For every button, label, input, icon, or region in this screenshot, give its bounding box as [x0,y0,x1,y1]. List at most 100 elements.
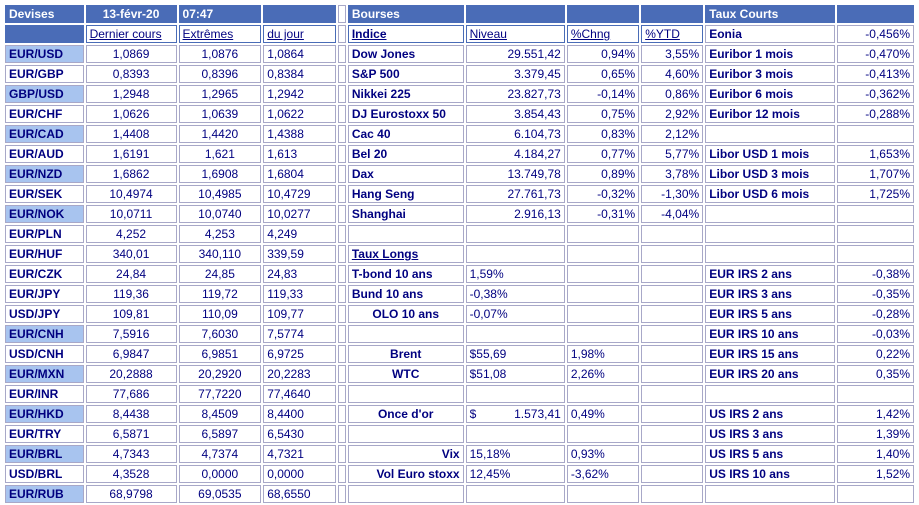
fx-high: 10,0740 [178,205,262,223]
spacer [337,125,346,143]
blank-cell [641,285,704,303]
table-row: EUR/NZD 1,6862 1,6908 1,6804 Dax 13.749,78 0,8… [5,165,914,183]
header-blank [641,5,704,23]
blank-cell [641,365,704,383]
fx-low: 10,4729 [263,185,336,203]
fx-low: 119,33 [263,285,336,303]
irs-value: 1,42% [837,405,914,423]
rate-name: Euribor 1 mois [705,45,836,63]
fx-pair: EUR/CAD [5,125,84,143]
commodity-level: $51,08 [465,365,565,383]
irs-name: EUR IRS 20 ans [705,365,836,383]
fx-last: 1,2948 [85,85,177,103]
blank-cell [566,325,640,343]
blank-cell [566,305,640,323]
table-row: GBP/USD 1,2948 1,2965 1,2942 Nikkei 225 23.82… [5,85,914,103]
irs-name: EUR IRS 10 ans [705,325,836,343]
market-table: Devises 13-févr-20 07:47 Bourses Taux Courts… [3,3,916,505]
rate-name: Euribor 3 mois [705,65,836,83]
table-row: EUR/CNH 7,5916 7,6030 7,5774 EUR IRS 10 ans -… [5,325,914,343]
table-row: EUR/CZK 24,84 24,85 24,83 T-bond 10 ans 1,59%… [5,265,914,283]
fx-high: 1,0876 [178,45,262,63]
index-name: DJ Eurostoxx 50 [347,105,464,123]
col-chng: %Chng [566,25,640,43]
fx-pair: USD/CNH [5,345,84,363]
table-row: USD/CNH 6,9847 6,9851 6,9725 Brent $55,69 1,98… [5,345,914,363]
fx-high: 8,4509 [178,405,262,423]
spacer [337,305,346,323]
eonia-value: -0,456% [837,25,914,43]
index-ytd: 5,77% [641,145,704,163]
table-row: EUR/CHF 1,0626 1,0639 1,0622 DJ Eurostoxx 50… [5,105,914,123]
index-chng: -0,31% [566,205,640,223]
irs-value: 1,52% [837,465,914,483]
fx-high: 4,253 [178,225,262,243]
fx-high: 6,9851 [178,345,262,363]
blank-cell [465,225,565,243]
spacer [337,225,346,243]
spacer [337,445,346,463]
fx-pair: EUR/TRY [5,425,84,443]
fx-last: 0,8393 [85,65,177,83]
gold-level: 1.573,41 [514,407,561,421]
irs-name: US IRS 3 ans [705,425,836,443]
blank-cell [465,385,565,403]
commodity-name: Brent [347,345,464,363]
fx-high: 340,110 [178,245,262,263]
fx-low: 109,77 [263,305,336,323]
fx-high: 0,8396 [178,65,262,83]
irs-value: -0,28% [837,305,914,323]
index-chng: -0,14% [566,85,640,103]
blank-cell [566,425,640,443]
table-row: USD/JPY 109,81 110,09 109,77 OLO 10 ans -0,07… [5,305,914,323]
fx-high: 1,621 [178,145,262,163]
index-level: 3.379,45 [465,65,565,83]
blank-cell [566,285,640,303]
spacer [337,85,346,103]
index-level: 6.104,73 [465,125,565,143]
index-ytd: 2,92% [641,105,704,123]
spacer [337,405,346,423]
fx-high: 4,7374 [178,445,262,463]
blank-cell [347,425,464,443]
header-blank [5,25,84,43]
index-name: Cac 40 [347,125,464,143]
taux-long-name: OLO 10 ans [347,305,464,323]
spacer [337,425,346,443]
taux-longs-heading: Taux Longs [347,245,464,263]
blank-cell [566,385,640,403]
fx-low: 1,4388 [263,125,336,143]
table-row: EUR/AUD 1,6191 1,621 1,613 Bel 20 4.184,27 0,7… [5,145,914,163]
col-du-jour: du jour [263,25,336,43]
fx-low: 0,0000 [263,465,336,483]
blank-cell [641,305,704,323]
table-row: EUR/HUF 340,01 340,110 339,59 Taux Longs [5,245,914,263]
irs-name: EUR IRS 15 ans [705,345,836,363]
fx-last: 24,84 [85,265,177,283]
fx-last: 1,6191 [85,145,177,163]
irs-value: 1,40% [837,445,914,463]
rate-value: -0,288% [837,105,914,123]
blank-cell [347,385,464,403]
rate-name: Euribor 12 mois [705,105,836,123]
irs-name: EUR IRS 2 ans [705,265,836,283]
blank-cell [347,325,464,343]
col-dernier-cours: Dernier cours [85,25,177,43]
table-row: EUR/INR 77,686 77,7220 77,4640 [5,385,914,403]
fx-pair: GBP/USD [5,85,84,103]
fx-low: 8,4400 [263,405,336,423]
fx-last: 10,4974 [85,185,177,203]
taux-long-value: 1,59% [465,265,565,283]
rate-value: -0,470% [837,45,914,63]
blank-cell [641,225,704,243]
fx-low: 24,83 [263,265,336,283]
table-row: EUR/GBP 0,8393 0,8396 0,8384 S&P 500 3.379,45… [5,65,914,83]
commodity-level: 12,45% [465,465,565,483]
fx-pair: EUR/PLN [5,225,84,243]
fx-last: 1,6862 [85,165,177,183]
fx-pair: EUR/JPY [5,285,84,303]
index-name: Dow Jones [347,45,464,63]
date-label: 13-févr-20 [85,5,177,23]
blank-cell [837,385,914,403]
blank-cell [566,245,640,263]
